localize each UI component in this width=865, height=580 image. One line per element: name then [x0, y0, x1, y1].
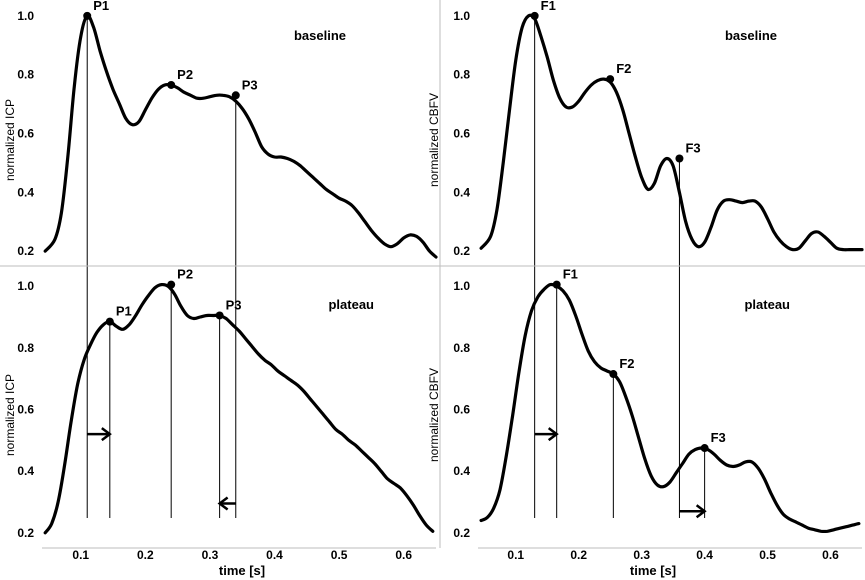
peak-marker-f1: [530, 11, 539, 20]
x-tick-label: 0.1: [507, 548, 524, 562]
x-tick-label: 0.2: [570, 548, 587, 562]
series-line: [479, 13, 864, 252]
panel-tag-cbfv-baseline: baseline: [725, 28, 777, 43]
y-tick-label: 1.0: [453, 9, 470, 23]
peak-label-p2: P2: [177, 267, 193, 282]
y-tick-label: 0.2: [453, 526, 470, 540]
y-tick-label: 0.8: [17, 68, 34, 82]
y-tick-label: 1.0: [17, 279, 34, 293]
peak-marker-f2: [606, 75, 615, 84]
x-tick-label: 0.4: [696, 548, 713, 562]
ylabel-icp-plateau: normalized ICP: [3, 374, 17, 456]
shift-arrow-head: [547, 427, 559, 442]
y-tick-label: 0.8: [453, 68, 470, 82]
ylabel-cbfv-plateau: normalized CBFV: [427, 368, 441, 462]
y-tick-label: 0.2: [17, 244, 34, 258]
xlabel-icp-plateau: time [s]: [219, 563, 265, 578]
ylabel-cbfv-baseline: normalized CBFV: [427, 93, 441, 187]
peak-label-p1: P1: [116, 304, 132, 319]
y-tick-label: 0.4: [453, 464, 470, 478]
peak-label-p3: P3: [226, 297, 242, 312]
x-tick-label: 0.6: [395, 548, 412, 562]
peak-label-p1: P1: [93, 0, 109, 13]
series-line: [479, 282, 861, 534]
x-tick-label: 0.4: [266, 548, 283, 562]
y-tick-label: 0.6: [453, 403, 470, 417]
x-tick-label: 0.1: [72, 548, 89, 562]
peak-marker-p2: [167, 80, 176, 89]
y-tick-label: 1.0: [453, 279, 470, 293]
shift-arrow-head: [217, 496, 229, 511]
guide-lines: [86, 15, 680, 518]
y-tick-label: 0.2: [453, 244, 470, 258]
panel-tag-icp-plateau: plateau: [328, 297, 374, 312]
y-tick-label: 0.4: [453, 185, 470, 199]
series-line: [43, 14, 438, 259]
peak-label-f1: F1: [541, 0, 556, 13]
peak-label-p3: P3: [242, 77, 258, 92]
x-tick-label: 0.3: [633, 548, 650, 562]
series-line: [43, 282, 435, 535]
xlabel-cbfv-plateau: time [s]: [630, 563, 676, 578]
peak-label-f3: F3: [685, 140, 700, 155]
panel-frames: [0, 0, 865, 549]
x-tick-label: 0.5: [331, 548, 348, 562]
panel-cbfv-plateau: plateau normalized CBFV time [s] 1.0 0.8 0…: [427, 267, 861, 578]
y-tick-label: 0.8: [17, 341, 34, 355]
x-tick-label: 0.5: [759, 548, 776, 562]
panel-tag-cbfv-plateau: plateau: [744, 297, 790, 312]
shift-arrow-head: [695, 504, 707, 519]
peak-label-f2: F2: [616, 61, 631, 76]
y-tick-label: 0.4: [17, 464, 34, 478]
shift-arrow-head: [101, 427, 112, 442]
y-tick-label: 0.2: [17, 526, 34, 540]
panel-icp-baseline: baseline normalized ICP 1.0 0.8 0.6 0.4 0.2 P…: [3, 0, 438, 259]
y-tick-label: 0.4: [17, 185, 34, 199]
peak-label-f1: F1: [563, 267, 578, 282]
peak-label-f2: F2: [619, 356, 634, 371]
y-tick-label: 0.6: [17, 403, 34, 417]
peak-marker-p1: [83, 11, 92, 20]
ylabel-icp-baseline: normalized ICP: [3, 99, 17, 181]
x-tick-label: 0.6: [822, 548, 839, 562]
peak-label-p2: P2: [177, 67, 193, 82]
x-tick-label: 0.2: [137, 548, 154, 562]
panel-cbfv-baseline: baseline normalized CBFV 1.0 0.8 0.6 0.4 0.2…: [427, 0, 864, 258]
y-tick-label: 0.6: [17, 127, 34, 141]
panel-icp-plateau: plateau normalized ICP time [s] 1.0 0.8 0.…: [3, 267, 435, 578]
peak-label-f3: F3: [711, 430, 726, 445]
y-tick-label: 0.6: [453, 127, 470, 141]
y-tick-label: 1.0: [17, 9, 34, 23]
panel-tag-icp-baseline: baseline: [294, 28, 346, 43]
y-tick-label: 0.8: [453, 341, 470, 355]
x-tick-label: 0.3: [202, 548, 219, 562]
